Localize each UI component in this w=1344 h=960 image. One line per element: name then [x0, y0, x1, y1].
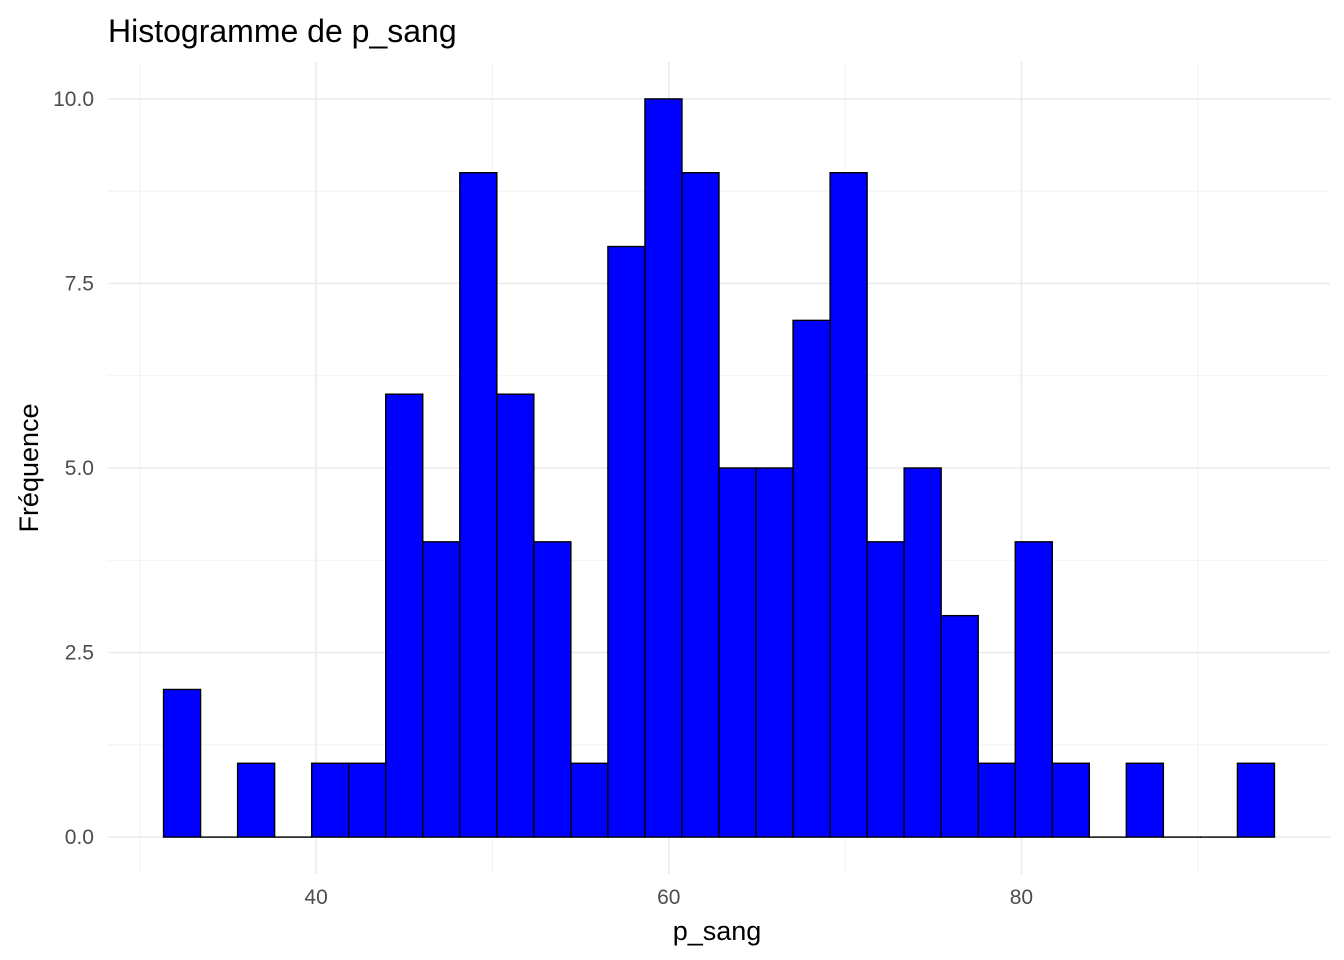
histogram-bar-21	[903, 467, 942, 838]
y-tick-label: 10.0	[53, 88, 94, 111]
histogram-bar-7	[385, 393, 424, 838]
y-tick-label: 5.0	[65, 457, 94, 480]
histogram-bar-3	[236, 762, 276, 838]
histogram-bar-9	[459, 172, 498, 838]
histogram-bar-11	[533, 541, 572, 838]
histogram-bar-19	[829, 172, 868, 838]
histogram-bar-17	[755, 467, 794, 838]
x-tick-label: 80	[1010, 886, 1033, 909]
histogram-bar-10	[496, 393, 535, 838]
x-tick-label: 60	[657, 886, 680, 909]
histogram-bar-1	[162, 688, 202, 838]
histogram-bar-16	[718, 467, 757, 838]
histogram-bar-23	[977, 762, 1016, 838]
histogram-bar-6	[347, 762, 387, 838]
histogram-bar-25	[1051, 762, 1091, 838]
histogram-bars	[162, 98, 1276, 838]
histogram-bar-30	[1236, 762, 1276, 838]
histogram-bar-14	[644, 98, 683, 838]
histogram-bar-8	[422, 541, 461, 838]
histogram-bar-18	[792, 319, 831, 838]
histogram-bar-5	[310, 762, 350, 838]
y-tick-label: 7.5	[65, 272, 94, 295]
y-tick-label: 2.5	[65, 642, 94, 665]
histogram-bar-13	[607, 245, 646, 838]
histogram-bar-15	[681, 172, 720, 838]
histogram-bar-24	[1014, 541, 1053, 838]
histogram-bar-12	[570, 762, 609, 838]
chart-title: Histogramme de p_sang	[108, 13, 457, 49]
x-axis-title: p_sang	[673, 916, 762, 946]
x-axis-tick-labels: 40 60 80	[304, 886, 1033, 909]
x-tick-label: 40	[304, 886, 327, 909]
histogram-bar-20	[866, 541, 905, 838]
y-tick-label: 0.0	[65, 826, 94, 849]
histogram-bar-27	[1125, 762, 1165, 838]
y-axis-tick-labels: 0.0 2.5 5.0 7.5 10.0	[53, 88, 94, 849]
y-axis-title: Fréquence	[14, 403, 44, 532]
histogram-bar-22	[940, 614, 979, 838]
